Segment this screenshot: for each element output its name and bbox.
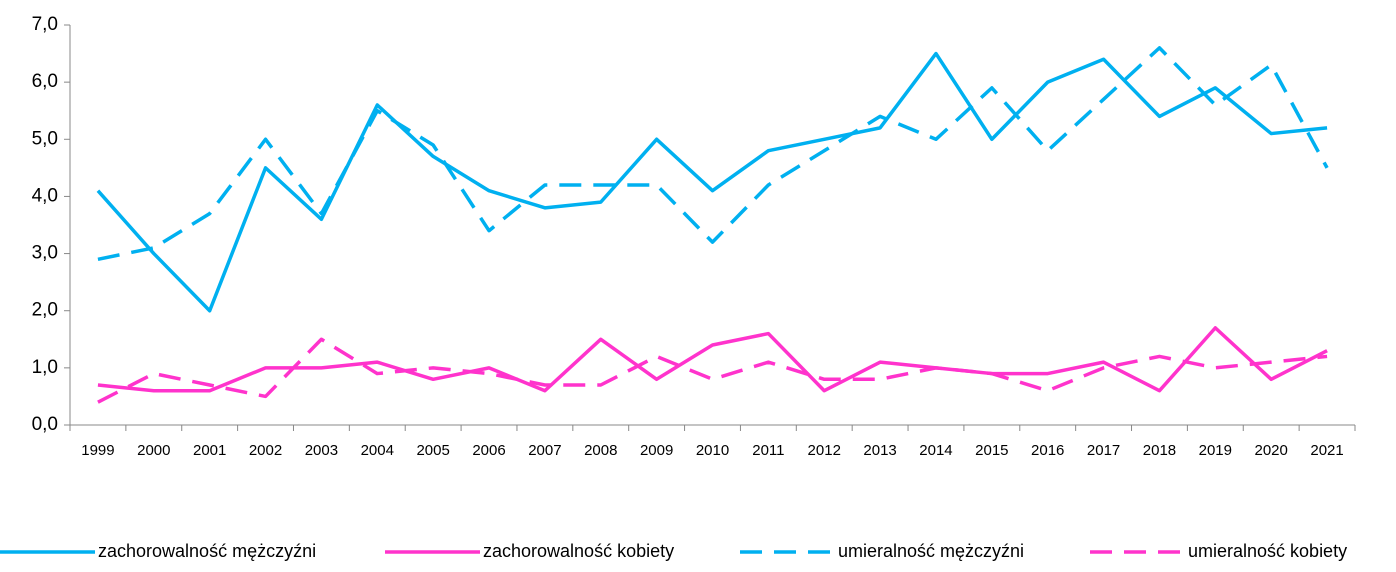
x-tick-label: 2013 [863, 442, 896, 459]
x-tick-label: 2006 [472, 442, 505, 459]
y-tick-label: 7,0 [32, 14, 58, 35]
legend-label: umieralność kobiety [1188, 541, 1347, 561]
y-tick-label: 5,0 [32, 128, 58, 149]
y-tick-label: 1,0 [32, 357, 58, 378]
legend-label: zachorowalność kobiety [483, 541, 674, 561]
x-tick-label: 2009 [640, 442, 673, 459]
y-tick-label: 2,0 [32, 300, 58, 321]
series-line [96, 51, 1328, 313]
legend-label: umieralność mężczyźni [838, 541, 1024, 561]
y-tick-label: 0,0 [32, 414, 58, 435]
x-tick-label: 2003 [305, 442, 338, 459]
x-tick-label: 2010 [696, 442, 729, 459]
x-tick-label: 2012 [808, 442, 841, 459]
x-tick-label: 1999 [81, 442, 114, 459]
x-tick-label: 2017 [1087, 442, 1120, 459]
x-tick-label: 2021 [1310, 442, 1343, 459]
series-line [97, 46, 1329, 262]
x-tick-label: 2002 [249, 442, 282, 459]
x-tick-label: 2016 [1031, 442, 1064, 459]
y-tick-label: 3,0 [32, 243, 58, 264]
x-tick-label: 2005 [416, 442, 449, 459]
x-tick-label: 2018 [1143, 442, 1176, 459]
x-tick-label: 2014 [919, 442, 952, 459]
x-tick-label: 2019 [1199, 442, 1232, 459]
x-tick-label: 2015 [975, 442, 1008, 459]
x-tick-label: 2020 [1255, 442, 1288, 459]
x-tick-label: 2008 [584, 442, 617, 459]
x-tick-label: 2004 [361, 442, 394, 459]
x-tick-label: 2007 [528, 442, 561, 459]
x-tick-label: 2011 [752, 442, 784, 459]
legend-label: zachorowalność mężczyźni [98, 541, 316, 561]
series-line [97, 337, 1328, 404]
x-tick-label: 2001 [193, 442, 226, 459]
y-tick-label: 6,0 [32, 71, 58, 92]
series-line [97, 326, 1328, 393]
y-tick-label: 4,0 [32, 185, 58, 206]
x-tick-label: 2000 [137, 442, 170, 459]
